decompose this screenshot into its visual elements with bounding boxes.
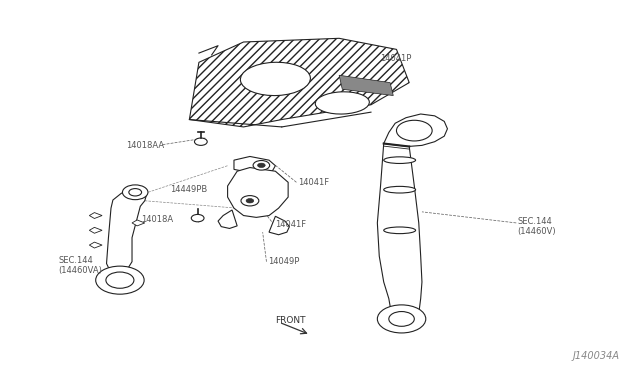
- Ellipse shape: [384, 227, 415, 234]
- Polygon shape: [90, 242, 102, 248]
- Circle shape: [96, 266, 144, 294]
- Ellipse shape: [384, 186, 415, 193]
- Circle shape: [378, 305, 426, 333]
- Circle shape: [191, 214, 204, 222]
- Circle shape: [389, 311, 414, 326]
- Polygon shape: [228, 167, 288, 217]
- Text: 14041F: 14041F: [298, 178, 329, 187]
- Circle shape: [129, 189, 141, 196]
- Text: SEC.144
(14460V): SEC.144 (14460V): [518, 217, 556, 236]
- Ellipse shape: [241, 62, 310, 96]
- Text: 14041F: 14041F: [275, 220, 307, 229]
- Text: 14449PB: 14449PB: [170, 185, 207, 194]
- Polygon shape: [132, 220, 145, 226]
- Circle shape: [246, 199, 253, 203]
- Circle shape: [396, 120, 432, 141]
- Text: 14018AA: 14018AA: [125, 141, 164, 150]
- Text: 14018A: 14018A: [141, 215, 173, 224]
- Circle shape: [122, 185, 148, 200]
- Polygon shape: [189, 38, 409, 127]
- Text: SEC.144
(14460VA): SEC.144 (14460VA): [59, 256, 102, 275]
- Text: J140034A: J140034A: [573, 352, 620, 361]
- Polygon shape: [90, 227, 102, 233]
- Text: 14041P: 14041P: [381, 54, 412, 63]
- Text: FRONT: FRONT: [275, 316, 306, 325]
- Polygon shape: [269, 216, 289, 235]
- Polygon shape: [106, 190, 147, 273]
- Circle shape: [106, 272, 134, 288]
- Text: 14049P: 14049P: [268, 257, 299, 266]
- Ellipse shape: [384, 157, 415, 163]
- Circle shape: [241, 196, 259, 206]
- Polygon shape: [90, 212, 102, 218]
- Polygon shape: [218, 210, 237, 228]
- Polygon shape: [234, 157, 275, 173]
- Ellipse shape: [316, 92, 369, 114]
- Circle shape: [253, 161, 269, 170]
- Polygon shape: [339, 75, 394, 96]
- Circle shape: [257, 163, 265, 167]
- Circle shape: [195, 138, 207, 145]
- Polygon shape: [384, 114, 447, 147]
